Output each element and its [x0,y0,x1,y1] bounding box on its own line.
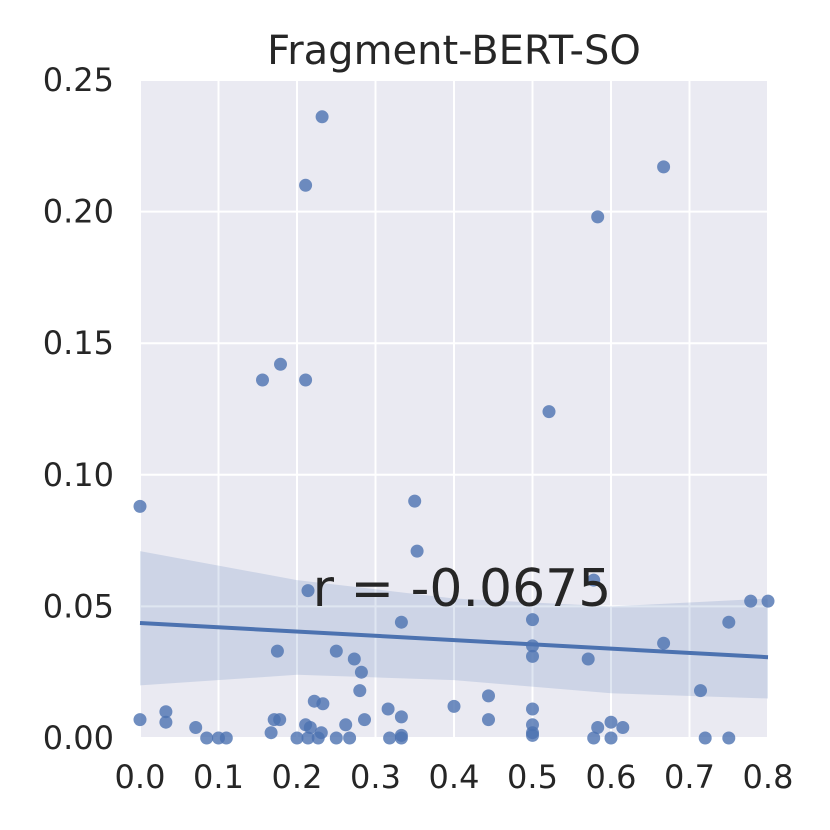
data-point [219,731,233,745]
data-point [329,731,343,745]
chart-title: Fragment-BERT-SO [267,28,641,74]
x-tick-label: 0.6 [586,758,637,796]
data-point [133,499,147,513]
data-point [159,705,173,719]
data-point [273,713,287,727]
data-point [303,721,317,734]
data-point [526,728,539,742]
data-point [581,652,595,666]
data-point [482,713,495,727]
x-tick-label: 0.8 [743,758,794,796]
x-tick-label: 0.0 [115,758,166,796]
x-tick-label: 0.7 [664,758,715,796]
data-point [256,373,269,387]
data-point [339,718,353,732]
confidence-band [140,551,768,699]
grid-lines [139,79,769,739]
y-tick-label: 0.10 [43,456,114,494]
data-point [591,210,605,224]
data-point [526,613,539,627]
data-point [526,702,539,716]
data-point [604,731,618,745]
data-point [394,728,408,742]
y-axis-ticks: 0.00 0.05 0.10 0.15 0.20 0.25 [43,61,114,757]
data-point [343,731,357,745]
y-tick-label: 0.05 [43,587,114,625]
data-point [482,689,495,703]
data-point [159,715,173,729]
data-point [542,405,556,419]
data-point [189,721,203,734]
x-tick-label: 0.5 [507,758,558,796]
data-point [133,713,147,727]
confidence-band-area [140,551,768,699]
data-point [616,721,630,734]
data-point [264,726,278,740]
data-point [354,665,368,679]
data-point [301,584,315,598]
data-point [299,373,313,387]
data-point [381,702,395,716]
data-point [315,110,329,124]
data-point [299,178,313,192]
x-tick-label: 0.1 [193,758,244,796]
scatter-points [133,110,775,745]
data-point [383,731,397,745]
data-point [447,699,461,713]
data-point [526,649,539,663]
data-point [290,731,304,745]
data-point [358,713,371,727]
x-tick-label: 0.4 [429,758,480,796]
data-point [408,494,422,508]
data-point [722,731,736,745]
data-point [694,684,707,698]
data-point [311,731,325,745]
regression-line-group [139,620,769,660]
data-point [274,357,287,371]
x-tick-label: 0.3 [350,758,401,796]
y-tick-label: 0.00 [43,719,114,757]
data-point [744,594,758,608]
data-point [353,684,367,698]
data-point [698,731,712,745]
data-point [722,615,736,629]
y-tick-label: 0.25 [43,61,114,99]
data-point [200,731,214,745]
regression-line [139,620,769,660]
correlation-annotation: r = -0.0675 [313,559,612,619]
data-point [604,715,618,729]
data-point [394,615,408,629]
data-point [761,594,775,608]
data-point [591,721,605,734]
data-point [301,731,315,745]
data-point [587,573,601,587]
data-point [329,644,343,658]
data-point [394,710,408,724]
data-point [657,160,671,174]
data-point [347,652,361,666]
data-point [270,644,284,658]
y-tick-label: 0.15 [43,324,114,362]
data-point [316,697,330,711]
data-point [587,731,601,745]
data-point [657,636,671,650]
x-tick-label: 0.2 [272,758,323,796]
x-axis-ticks: 0.0 0.1 0.2 0.3 0.4 0.5 0.6 0.7 0.8 [115,758,794,796]
data-point [410,544,424,558]
y-tick-label: 0.20 [43,193,114,231]
